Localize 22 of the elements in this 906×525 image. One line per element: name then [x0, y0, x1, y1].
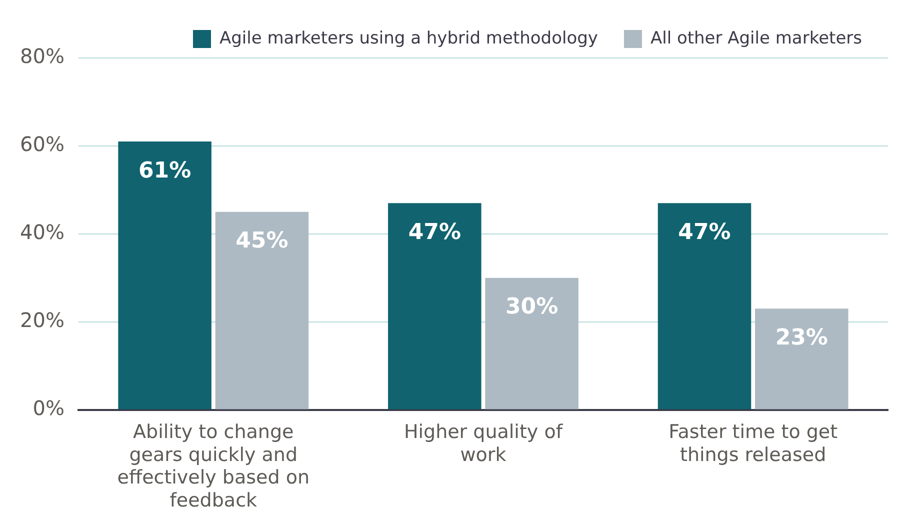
bar: [485, 278, 578, 410]
data-label: 61%: [138, 158, 192, 184]
x-tick-label: Faster time to get things released: [668, 421, 838, 466]
data-label: 47%: [408, 220, 461, 245]
legend-label: All other Agile marketers: [650, 28, 862, 48]
legend-label: Agile marketers using a hybrid methodology: [219, 28, 598, 48]
bar: [118, 142, 212, 410]
bar: [388, 203, 482, 410]
bar: [215, 212, 309, 410]
x-tick-label: Higher quality of work: [404, 421, 564, 466]
bar: [755, 308, 848, 410]
bar: [658, 203, 752, 410]
data-label: 30%: [505, 294, 558, 320]
data-label: 45%: [236, 228, 288, 254]
y-tick-label: 60%: [20, 132, 64, 156]
data-label: 47%: [678, 220, 731, 245]
x-tick-label: Ability to change gears quickly and effectively based on feedback: [117, 421, 310, 512]
y-tick-label: 0%: [32, 396, 64, 420]
y-tick-label: 80%: [20, 44, 64, 68]
y-tick-label: 20%: [20, 308, 64, 332]
data-label: 23%: [775, 325, 828, 350]
y-tick-label: 40%: [20, 220, 64, 244]
